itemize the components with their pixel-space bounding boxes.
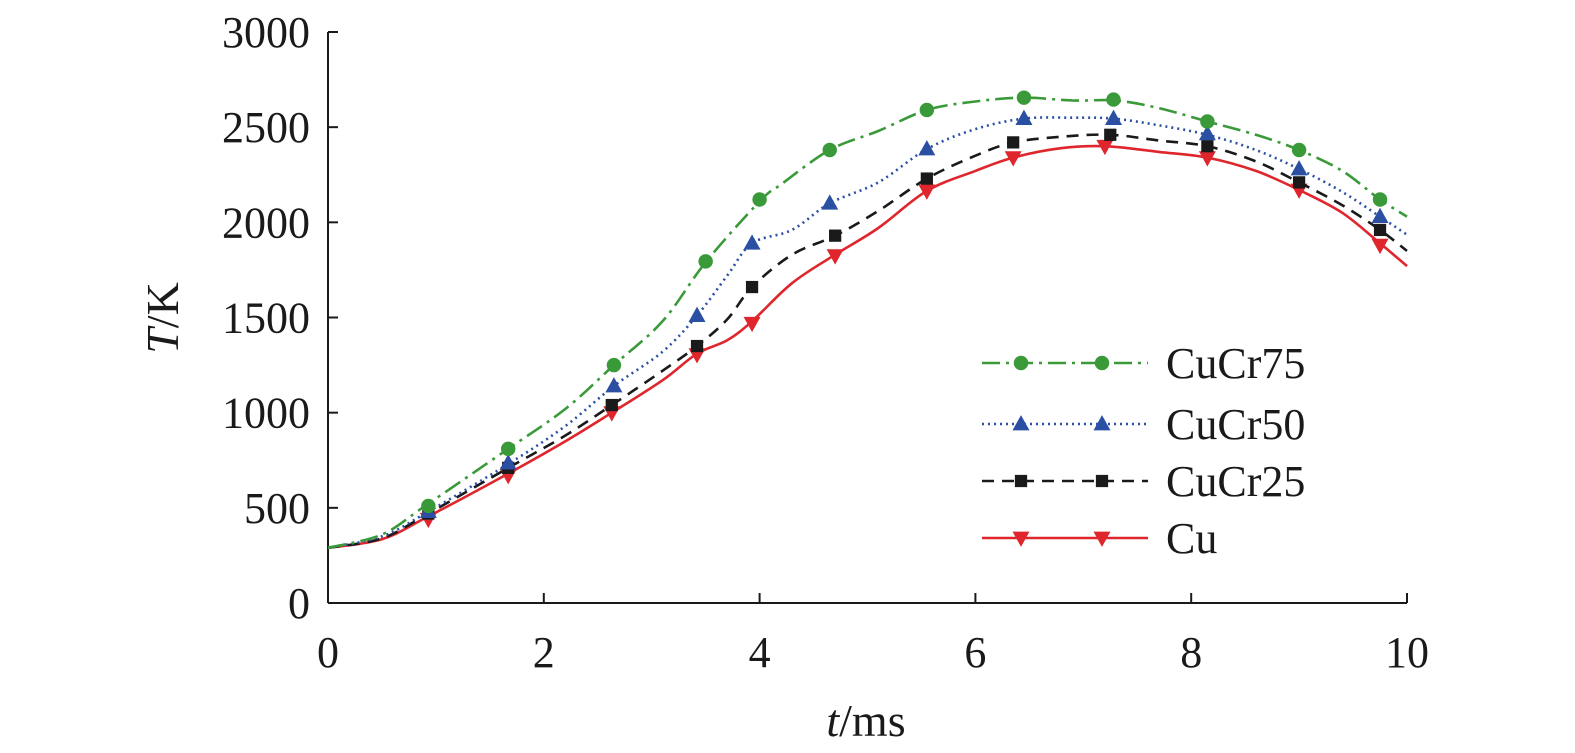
- data-point: [1015, 109, 1033, 125]
- data-point: [1371, 238, 1389, 255]
- data-point: [1292, 176, 1306, 189]
- x-tick-label: 10: [1385, 628, 1429, 677]
- x-tick-label: 8: [1180, 628, 1202, 677]
- x-tick-label: 4: [749, 628, 771, 677]
- x-axis-label-var: t: [826, 695, 840, 746]
- series-line: [327, 116, 1408, 550]
- data-point: [605, 398, 618, 412]
- data-point: [1372, 192, 1388, 207]
- data-point: [1291, 142, 1307, 158]
- data-point: [1198, 151, 1216, 167]
- y-axis-label-unit: /K: [137, 282, 188, 328]
- y-tick-label: 3000: [222, 8, 310, 57]
- data-point: [1004, 151, 1022, 167]
- data-point: [822, 142, 837, 158]
- y-tick-label: 500: [244, 484, 310, 533]
- legend-marker: [1095, 474, 1109, 488]
- legend-marker: [1093, 415, 1111, 431]
- legend-item-cu: Cu: [982, 514, 1217, 563]
- data-point: [499, 454, 517, 470]
- data-point: [919, 102, 935, 118]
- y-axis-label-var: T: [137, 325, 188, 354]
- data-point: [698, 254, 713, 269]
- legend-label: CuCr75: [1166, 339, 1305, 388]
- data-point: [821, 194, 839, 210]
- data-point: [1373, 223, 1387, 237]
- legend-label: CuCr50: [1166, 400, 1305, 449]
- series-line: [327, 96, 1408, 550]
- y-tick-label: 2000: [222, 198, 310, 247]
- y-tick-label: 2500: [222, 103, 310, 152]
- series-layer: [327, 90, 1408, 550]
- data-point: [743, 316, 761, 333]
- data-point: [918, 140, 936, 156]
- data-point: [752, 192, 767, 207]
- data-point: [1198, 124, 1216, 141]
- x-tick-label: 2: [533, 628, 555, 677]
- x-ticks: 0 2 4 6 8 10: [317, 593, 1429, 677]
- legend-label: Cu: [1166, 514, 1217, 563]
- data-point: [1096, 139, 1114, 156]
- series-cucr50: [327, 109, 1408, 550]
- data-point: [421, 498, 436, 514]
- legend-marker: [1012, 531, 1030, 547]
- y-ticks: 0 500 1000 1500 2000 2500 3000: [222, 8, 338, 628]
- legend-marker: [1012, 415, 1030, 431]
- data-point: [1105, 109, 1123, 125]
- legend-item-cucr25: CuCr25: [982, 457, 1305, 506]
- data-point: [1200, 114, 1215, 129]
- data-point: [743, 234, 761, 250]
- y-tick-label: 0: [288, 579, 310, 628]
- data-point: [1007, 136, 1020, 149]
- legend: CuCr75 CuCr50 CuCr25 Cu: [982, 339, 1305, 563]
- x-tick-label: 0: [317, 628, 339, 677]
- data-point: [745, 280, 759, 294]
- x-axis-label: t/ms: [826, 695, 905, 746]
- y-axis-label: T/K: [137, 282, 188, 354]
- data-point: [1104, 128, 1117, 141]
- data-point: [1016, 90, 1032, 105]
- legend-marker: [1093, 531, 1111, 547]
- data-point: [688, 306, 706, 322]
- data-point: [1106, 92, 1121, 107]
- legend-item-cucr75: CuCr75: [982, 339, 1305, 388]
- data-point: [1201, 140, 1214, 153]
- data-point: [1371, 207, 1389, 223]
- y-tick-label: 1500: [222, 294, 310, 343]
- series-cucr75: [327, 90, 1408, 550]
- series-line: [327, 144, 1408, 550]
- data-point: [1290, 160, 1308, 176]
- series-line: [327, 133, 1408, 550]
- legend-label: CuCr25: [1166, 457, 1305, 506]
- data-point: [606, 357, 622, 373]
- legend-marker: [1014, 474, 1028, 488]
- x-tick-label: 6: [964, 628, 986, 677]
- legend-marker: [1094, 355, 1110, 371]
- data-point: [920, 172, 933, 185]
- legend-item-cucr50: CuCr50: [982, 400, 1305, 449]
- x-axis-label-unit: /ms: [839, 695, 905, 746]
- data-point: [826, 249, 844, 265]
- data-point: [829, 229, 842, 242]
- axes: [327, 32, 1407, 604]
- y-tick-label: 1000: [222, 389, 310, 438]
- legend-marker: [1013, 355, 1029, 371]
- data-point: [690, 339, 704, 353]
- data-point: [605, 377, 623, 393]
- data-point: [500, 441, 516, 457]
- data-point: [918, 184, 936, 200]
